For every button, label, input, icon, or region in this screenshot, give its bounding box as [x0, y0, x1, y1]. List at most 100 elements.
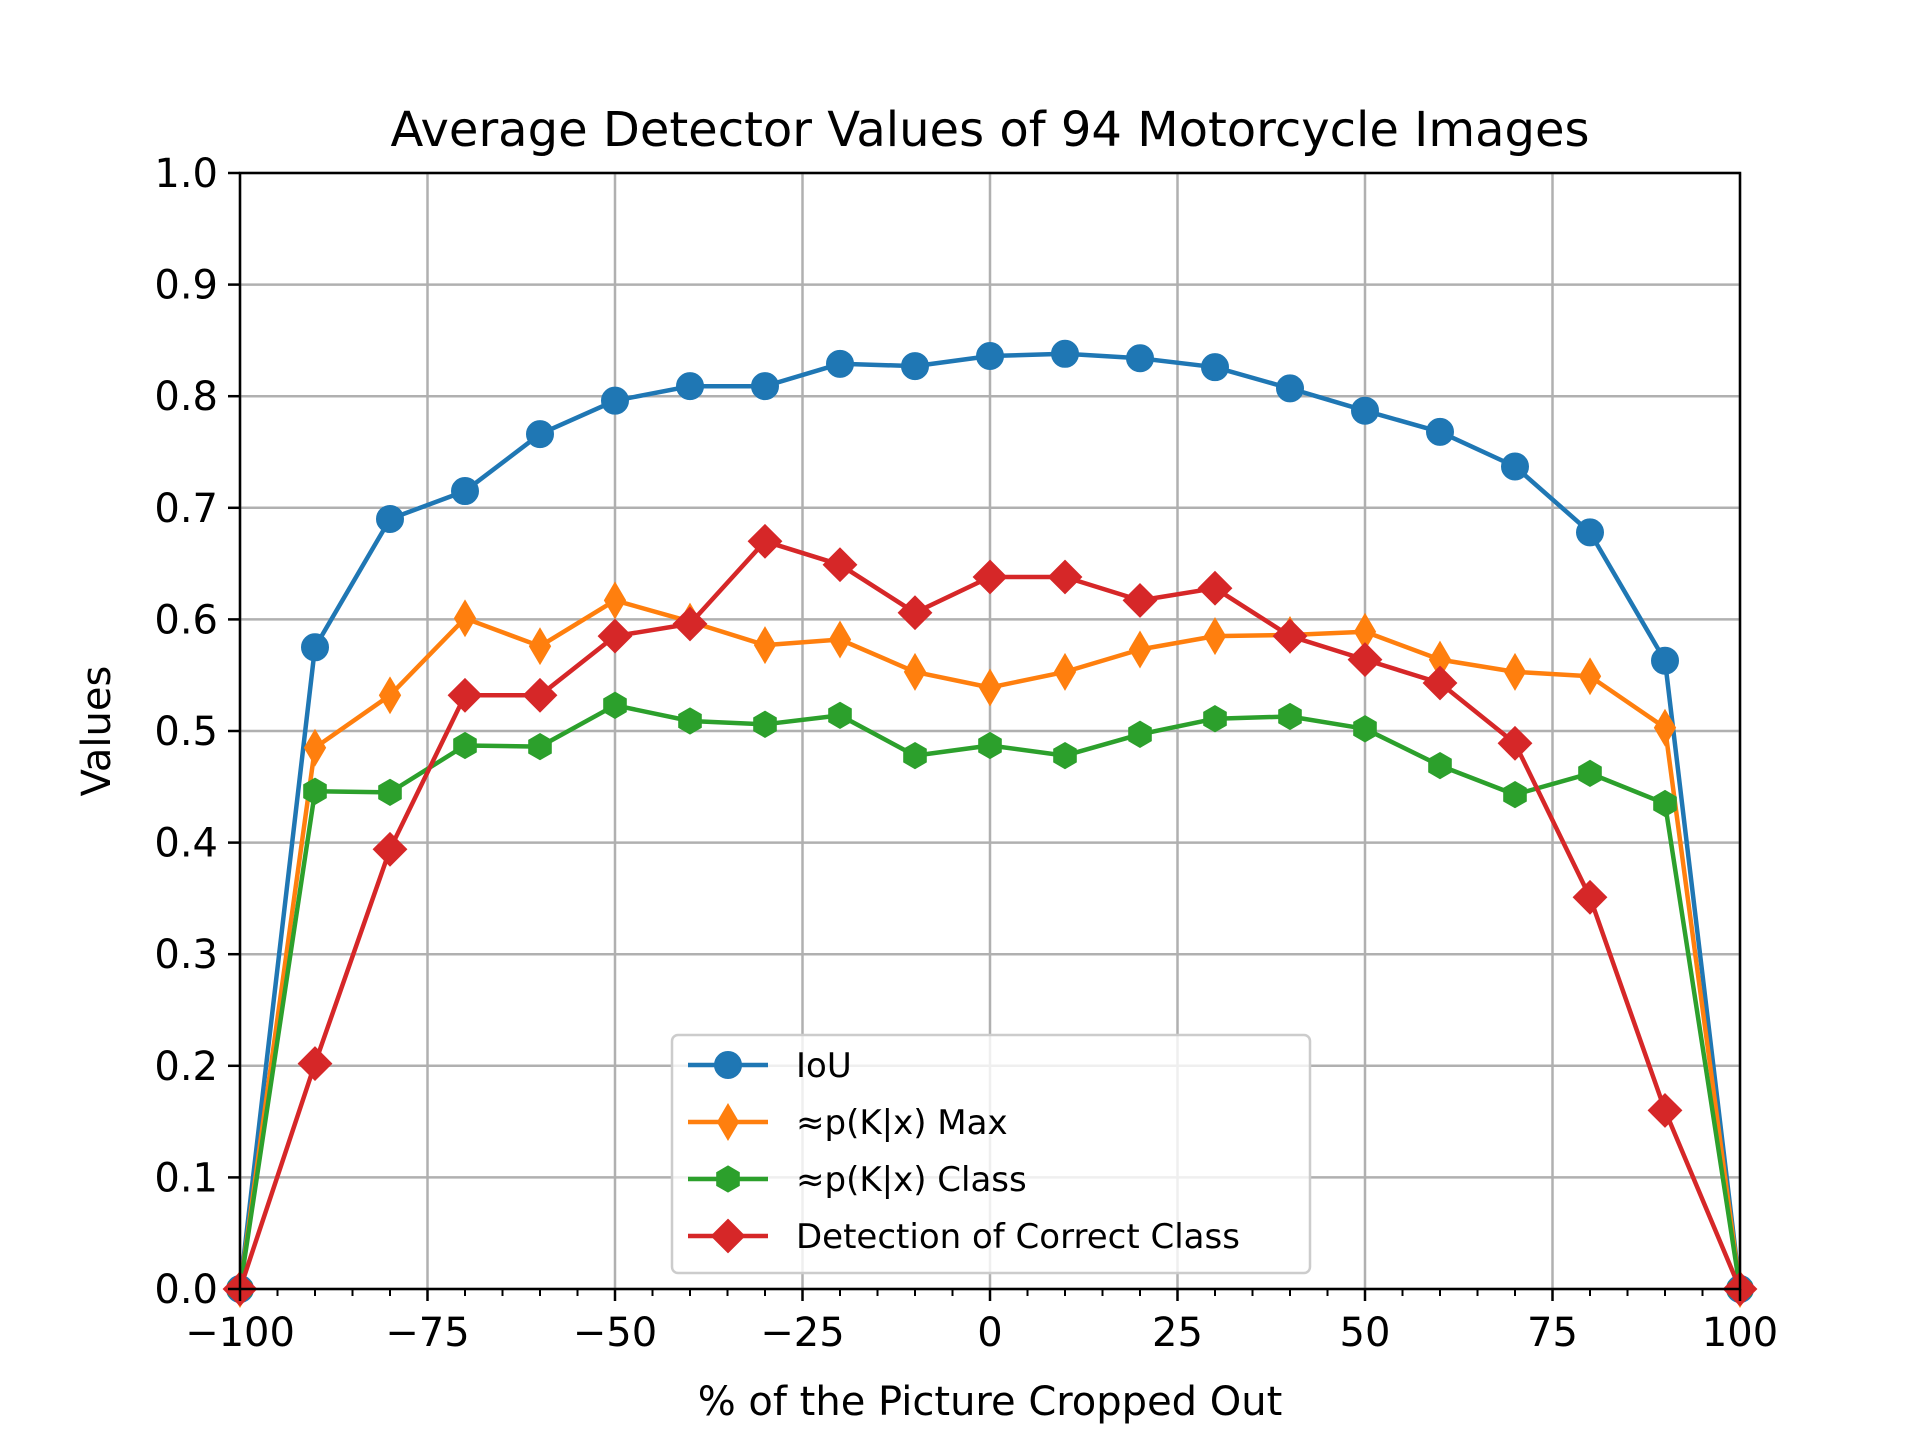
legend-marker	[716, 1165, 740, 1193]
y-tick-label: 0.9	[154, 263, 218, 309]
data-point	[378, 778, 402, 807]
data-point	[447, 677, 483, 713]
data-point	[897, 595, 933, 631]
y-tick-label: 0.0	[154, 1267, 218, 1313]
data-point	[1503, 780, 1527, 809]
x-tick-label: −100	[185, 1310, 295, 1356]
data-point	[451, 477, 479, 506]
data-point	[303, 777, 327, 805]
data-point	[1428, 751, 1452, 780]
data-point	[978, 668, 1002, 707]
data-point	[1347, 642, 1383, 678]
legend-entry: Detection of Correct Class	[688, 1217, 1240, 1257]
data-point	[1653, 708, 1677, 747]
data-point	[1651, 646, 1679, 675]
y-tick-label: 0.2	[154, 1044, 218, 1090]
y-tick-label: 1.0	[154, 151, 218, 197]
data-point	[1201, 353, 1229, 382]
series-2	[228, 691, 1752, 1303]
y-axis-label: Values	[74, 666, 120, 797]
data-point	[603, 691, 627, 719]
y-tick-label: 0.5	[154, 709, 218, 755]
data-point	[828, 701, 852, 730]
data-point	[1353, 715, 1377, 743]
x-tick-label: 0	[977, 1310, 1002, 1356]
data-point	[903, 652, 927, 691]
y-tick-label: 0.6	[154, 597, 218, 643]
data-point	[826, 349, 854, 378]
data-point	[1578, 759, 1602, 788]
data-point	[1128, 630, 1152, 669]
data-point	[1053, 652, 1077, 691]
data-point	[453, 731, 477, 760]
series-3	[222, 523, 1758, 1307]
legend-box	[670, 1033, 1312, 1275]
data-point	[1426, 417, 1454, 446]
data-point	[672, 606, 708, 642]
x-axis-label: % of the Picture Cropped Out	[698, 1379, 1283, 1425]
legend-label: ≈p(K|x) Class	[796, 1160, 1027, 1200]
data-point	[976, 342, 1004, 371]
data-point	[522, 677, 558, 713]
x-tick-label: 50	[1340, 1310, 1391, 1356]
axis-ticks: −100 −75 −50 −25 0 25 50 75 100 0.0 0.1 0.2 0.3 0.4 0.…	[154, 151, 1778, 1356]
legend-label: ≈p(K|x) Max	[796, 1103, 1008, 1143]
chart-title: Average Detector Values of 94 Motorcycle…	[390, 102, 1589, 158]
data-point	[1203, 705, 1227, 733]
legend-entry: IoU	[688, 1046, 852, 1086]
data-point	[1272, 618, 1308, 654]
data-point	[1578, 657, 1602, 696]
x-tick-label: −50	[573, 1310, 657, 1356]
y-tick-label: 0.1	[154, 1155, 218, 1201]
data-point	[1053, 741, 1077, 770]
data-point	[747, 523, 783, 559]
data-point	[903, 741, 927, 770]
y-tick-label: 0.8	[154, 374, 218, 420]
data-point	[1653, 789, 1677, 818]
data-point	[1203, 617, 1227, 656]
x-tick-label: 25	[1152, 1310, 1203, 1356]
y-tick-label: 0.7	[154, 486, 218, 532]
data-point	[1047, 559, 1083, 595]
data-point	[828, 620, 852, 659]
series-layer	[222, 339, 1758, 1308]
legend-marker	[714, 1051, 742, 1079]
data-point	[601, 386, 629, 415]
data-point	[528, 732, 552, 761]
data-point	[978, 731, 1002, 760]
data-point	[1276, 374, 1304, 403]
x-tick-label: 75	[1527, 1310, 1578, 1356]
data-point	[678, 707, 702, 735]
y-tick-label: 0.4	[154, 821, 218, 867]
data-point	[1122, 582, 1158, 618]
data-point	[901, 352, 929, 381]
legend: IoU ≈p(K|x) Max ≈p(K|x) Class Detection of …	[670, 1033, 1312, 1275]
data-point	[303, 728, 327, 767]
data-point	[1576, 518, 1604, 547]
data-point	[603, 581, 627, 620]
data-point	[378, 676, 402, 715]
data-point	[1128, 720, 1152, 748]
data-point	[751, 372, 779, 401]
data-point	[597, 618, 633, 654]
legend-marker	[710, 1218, 746, 1254]
data-point	[1572, 879, 1608, 915]
data-point	[1126, 344, 1154, 373]
x-tick-label: −75	[385, 1310, 469, 1356]
data-point	[376, 504, 404, 533]
data-point	[1351, 396, 1379, 425]
data-point	[822, 547, 858, 583]
y-tick-label: 0.3	[154, 932, 218, 978]
data-point	[676, 372, 704, 401]
data-point	[1422, 665, 1458, 701]
legend-entry: ≈p(K|x) Class	[688, 1160, 1027, 1200]
data-point	[1197, 570, 1233, 606]
data-point	[528, 627, 552, 666]
data-point	[301, 633, 329, 662]
x-tick-label: 100	[1702, 1310, 1778, 1356]
data-point	[1501, 452, 1529, 481]
data-point	[753, 626, 777, 665]
data-point	[753, 710, 777, 738]
data-point	[453, 599, 477, 638]
